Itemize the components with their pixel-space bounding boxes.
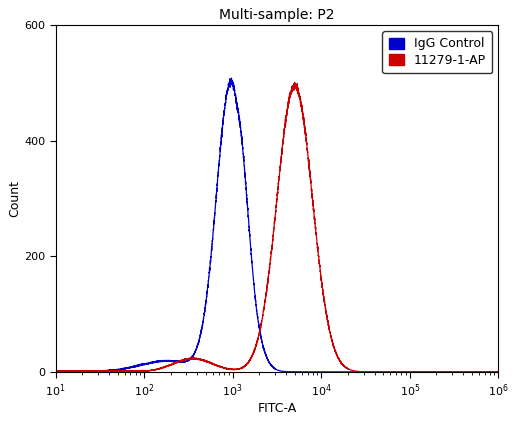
11279-1-AP [492, 369, 498, 374]
11279-1-AP [251, 349, 257, 354]
IgG Control [155, 359, 161, 364]
IgG Control [229, 75, 235, 80]
IgG Control [481, 369, 488, 374]
Legend: IgG Control, 11279-1-AP: IgG Control, 11279-1-AP [383, 31, 492, 73]
X-axis label: FITC-A: FITC-A [257, 402, 297, 415]
IgG Control [495, 369, 501, 374]
11279-1-AP [219, 365, 225, 370]
11279-1-AP [495, 369, 501, 374]
IgG Control [53, 368, 59, 374]
11279-1-AP [160, 365, 166, 370]
Title: Multi-sample: P2: Multi-sample: P2 [219, 8, 334, 22]
Line: IgG Control: IgG Control [56, 78, 498, 372]
IgG Control [158, 358, 164, 363]
Line: 11279-1-AP: 11279-1-AP [56, 82, 498, 372]
IgG Control [160, 359, 166, 364]
11279-1-AP [292, 80, 298, 85]
IgG Control [251, 284, 257, 289]
IgG Control [492, 369, 498, 374]
IgG Control [219, 123, 225, 128]
11279-1-AP [158, 365, 164, 371]
Y-axis label: Count: Count [8, 180, 21, 217]
11279-1-AP [495, 369, 501, 374]
11279-1-AP [53, 369, 59, 374]
11279-1-AP [155, 366, 161, 371]
